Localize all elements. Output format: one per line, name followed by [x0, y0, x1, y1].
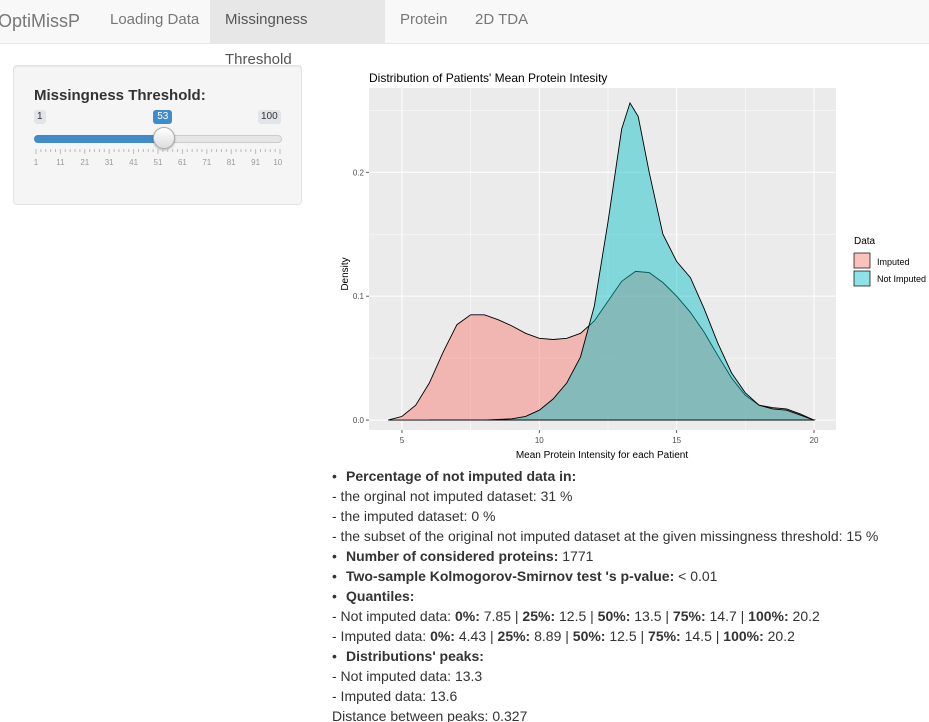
q-sep: |: [715, 628, 720, 644]
ks-title: Two-sample Kolmogorov-Smirnov test 's p-…: [346, 568, 675, 584]
ks-value: < 0.01: [678, 568, 718, 584]
slider-tick-label: 41: [129, 158, 138, 167]
q-key: 100%:: [723, 628, 764, 644]
q-key: 25%:: [522, 608, 556, 624]
q-value: 12.5: [609, 628, 637, 644]
q-sep: |: [590, 608, 594, 624]
legend-title: Data: [854, 236, 876, 247]
app-brand[interactable]: OptiMissP: [0, 11, 81, 31]
y-tick-label: 0.0: [353, 416, 365, 425]
navbar: OptiMissP Loading Data Missingness Thres…: [0, 0, 929, 68]
q-value: 13.5: [634, 608, 662, 624]
slider-tick-label: 51: [154, 158, 163, 167]
density-area-not-imputed: [429, 101, 815, 421]
quantiles-not-imputed-row: - Not imputed data: 0%: 7.85 | 25%: 12.5…: [332, 606, 929, 626]
legend-swatch-imputed: [853, 252, 871, 269]
y-tick-label: 0.2: [353, 168, 365, 177]
subset-label: - the subset of the original not imputed…: [332, 528, 843, 544]
tab-protein[interactable]: Protein: [400, 11, 448, 28]
q-value: 20.2: [792, 608, 820, 624]
x-tick-label: 5: [400, 436, 405, 445]
slider-tick-label: 100: [273, 158, 282, 167]
q-value: 14.5: [684, 628, 712, 644]
slider-min-label: 1: [34, 110, 46, 124]
distance-value: 0.327: [492, 708, 528, 722]
q-key: 50%:: [572, 628, 606, 644]
y-axis-title: Density: [340, 257, 351, 290]
distance-label: Distance between peaks:: [332, 708, 489, 722]
q-value: 14.7: [709, 608, 737, 624]
q-value: 4.43: [458, 628, 487, 644]
orig-label: - the orginal not imputed dataset:: [332, 488, 537, 504]
y-tick-label: 0.1: [353, 292, 365, 301]
q-sep: |: [565, 628, 569, 644]
q-sep: |: [740, 608, 745, 624]
q-key: 100%:: [748, 608, 789, 624]
imputed-label: - the imputed dataset:: [332, 508, 468, 524]
q-key: 0%:: [430, 628, 455, 644]
peak-not-imputed-value: 13.3: [454, 668, 483, 684]
stats-panel: Percentage of not imputed data in: - the…: [332, 466, 929, 722]
peak-imputed-value: 13.6: [430, 688, 458, 704]
chart-title: Distribution of Patients' Mean Protein I…: [369, 71, 607, 85]
slider-tick-label: 21: [80, 158, 89, 167]
proteins-value: 1771: [562, 548, 594, 564]
x-tick-label: 10: [535, 436, 544, 445]
peaks-title: Distributions' peaks:: [346, 648, 484, 664]
x-axis-title: Mean Protein Intensity for each Patient: [516, 450, 689, 461]
slider-tick-label: 31: [105, 158, 114, 167]
slider-tick-label: 81: [227, 158, 236, 167]
sidebar-panel: Missingness Threshold: 1 100 53 1 11 21 31 4…: [13, 65, 302, 205]
plot-panel: [369, 88, 836, 430]
legend-swatch-not-imputed: [853, 270, 871, 287]
q-imputed-label: - Imputed data:: [332, 628, 427, 644]
slider-label: Missingness Threshold:: [34, 87, 206, 104]
q-key: 75%:: [672, 608, 706, 624]
q-sep: |: [514, 608, 519, 624]
slider-tick-label: 61: [178, 158, 187, 167]
slider-max-label: 100: [258, 110, 281, 124]
q-key: 0%:: [454, 608, 480, 624]
tab-loading-data[interactable]: Loading Data: [110, 11, 200, 28]
quantiles-title: Quantiles:: [346, 588, 415, 604]
density-plot: Distribution of Patients' Mean Protein I…: [340, 71, 926, 461]
q-value: 7.85: [483, 608, 511, 624]
q-sep: |: [490, 628, 494, 644]
x-tick-label: 20: [810, 436, 819, 445]
slider-value-badge: 53: [153, 110, 173, 124]
q-key: 75%:: [648, 628, 681, 644]
q-value: 20.2: [767, 628, 795, 644]
slider-tick-label: 11: [56, 158, 65, 167]
q-value: 8.89: [534, 628, 562, 644]
proteins-title: Number of considered proteins:: [346, 548, 559, 564]
slider-tick-label: 91: [251, 158, 260, 167]
subset-value: 15 %: [846, 528, 879, 544]
q-not-imputed-label: - Not imputed data:: [332, 608, 452, 624]
slider-tick-label: 1: [34, 158, 39, 167]
slider-grid: 1112131415161718191100: [34, 149, 282, 167]
peak-not-imputed-label: - Not imputed data:: [332, 668, 452, 684]
q-value: 12.5: [559, 608, 587, 624]
slider-handle[interactable]: [153, 127, 176, 149]
legend-label-not-imputed: Not Imputed: [877, 274, 926, 284]
imputed-value: 0 %: [471, 508, 496, 524]
legend-label-imputed: Imputed: [877, 257, 910, 267]
chart-legend: Data Imputed Not Imputed: [853, 236, 926, 287]
x-tick-label: 15: [672, 436, 681, 445]
orig-value: 31 %: [540, 488, 573, 504]
slider-fill: [34, 135, 165, 143]
peak-imputed-label: - Imputed data:: [332, 688, 427, 704]
pct-title: Percentage of not imputed data in:: [346, 468, 577, 484]
q-key: 50%:: [597, 608, 631, 624]
tab-2d-tda[interactable]: 2D TDA: [475, 11, 529, 28]
q-sep: |: [640, 628, 645, 644]
q-sep: |: [665, 608, 670, 624]
slider-tick-label: 71: [202, 158, 211, 167]
tab-missingness-threshold[interactable]: Missingness Threshold: [210, 0, 385, 68]
q-key: 25%:: [497, 628, 531, 644]
quantiles-imputed-row: - Imputed data: 0%: 4.43 | 25%: 8.89 | 5…: [332, 626, 929, 646]
